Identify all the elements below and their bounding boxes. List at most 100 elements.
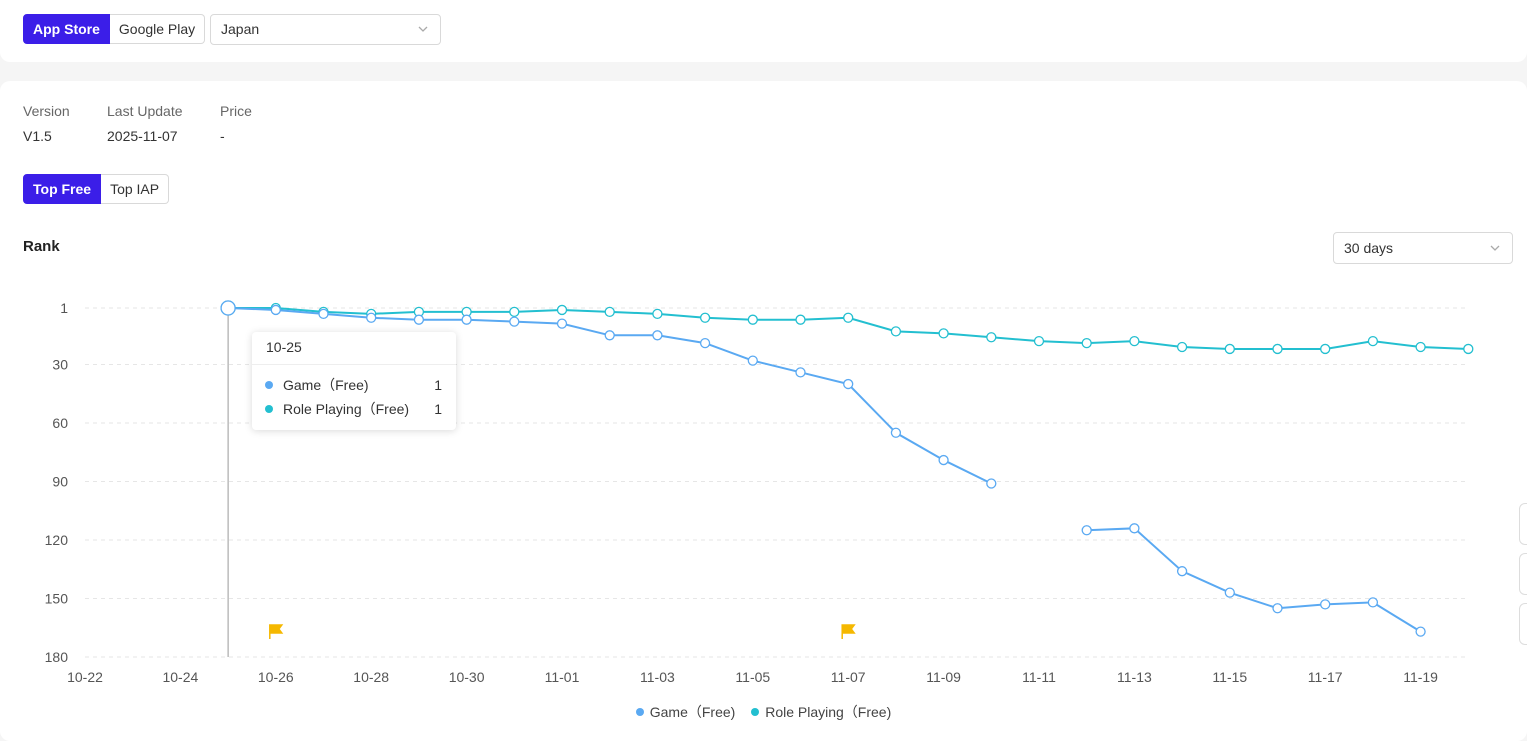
top-iap-tab[interactable]: Top IAP [101, 174, 170, 204]
x-tick-label: 11-13 [1117, 669, 1152, 685]
side-panel-tab[interactable] [1519, 553, 1527, 595]
role-playing-data-point [1415, 341, 1426, 353]
x-tick-label: 11-19 [1403, 669, 1438, 685]
game-data-point [220, 300, 236, 316]
x-tick-label: 11-17 [1308, 669, 1343, 685]
role-playing-data-point [1224, 343, 1235, 355]
store-toggle: App Store Google Play [23, 14, 206, 44]
y-tick-label: 30 [52, 357, 68, 373]
last-update-info: Last Update 2025-11-07 [107, 103, 183, 144]
game-data-point [509, 316, 520, 327]
role-playing-data-point [890, 326, 902, 337]
game-data-point [843, 378, 854, 390]
role-playing-data-point [1367, 335, 1379, 347]
game-data-point [747, 355, 758, 366]
legend-dot-role-playing [751, 708, 760, 716]
game-data-point [270, 304, 281, 316]
legend-label-role-playing: Role Playing（Free) [765, 704, 892, 720]
date-range-select[interactable]: 30 days [1333, 232, 1513, 264]
game-data-point [1367, 597, 1379, 608]
price-info: Price - [220, 103, 252, 144]
chevron-down-icon [1490, 245, 1500, 251]
side-panel-tab[interactable] [1519, 503, 1527, 545]
role-playing-data-point [1033, 335, 1045, 347]
role-playing-data-point [938, 328, 949, 339]
price-value: - [220, 128, 225, 144]
role-playing-data-point [509, 306, 520, 318]
role-playing-data-point [556, 304, 568, 316]
tooltip-series-name: Game（Free) [283, 377, 369, 393]
x-tick-label: 10-28 [353, 669, 389, 685]
game-data-point [1129, 523, 1140, 534]
role-playing-data-point [1176, 341, 1188, 353]
game-data-point [1176, 566, 1188, 577]
legend-item-game[interactable]: Game（Free) [635, 702, 736, 722]
x-tick-label: 11-15 [1212, 669, 1247, 685]
role-playing-data-point [1129, 335, 1140, 347]
x-tick-label: 11-05 [735, 669, 770, 685]
game-data-point [604, 330, 615, 341]
chart-legend: Game（Free) Role Playing（Free) [0, 702, 1527, 722]
role-playing-series-dot [265, 405, 273, 413]
role-playing-data-point [1272, 343, 1283, 355]
game-data-point [1320, 599, 1331, 610]
last-update-value: 2025-11-07 [107, 128, 178, 144]
chart-tooltip: 10-25 Game（Free) 1 Role Playing（Free) 1 [252, 332, 456, 430]
version-value: V1.5 [23, 128, 52, 144]
y-tick-label: 1 [60, 300, 68, 316]
game-data-point [1415, 626, 1426, 637]
role-playing-data-point [1463, 343, 1474, 355]
game-data-point [1272, 603, 1283, 614]
game-data-point [366, 312, 377, 323]
x-tick-label: 10-30 [449, 669, 485, 685]
x-tick-label: 11-03 [640, 669, 675, 685]
game-data-point [986, 478, 997, 489]
google-play-tab[interactable]: Google Play [109, 14, 206, 44]
flag-icon [269, 624, 284, 639]
x-tick-label: 10-26 [258, 669, 294, 685]
chart-title: Rank [23, 238, 60, 255]
tooltip-series-value: 1 [434, 401, 442, 417]
version-info: Version V1.5 [23, 103, 70, 144]
app-store-tab[interactable]: App Store [23, 14, 110, 44]
x-tick-label: 10-22 [67, 669, 103, 685]
legend-dot-game [635, 708, 644, 716]
role-playing-data-point [699, 312, 711, 323]
flag-icon [841, 624, 856, 639]
role-playing-data-point [652, 308, 663, 319]
chevron-down-icon [418, 26, 428, 32]
role-playing-data-point [1081, 337, 1092, 349]
y-tick-label: 60 [52, 415, 68, 431]
game-series-dot [265, 381, 273, 389]
game-data-point [699, 337, 711, 349]
price-label: Price [220, 103, 252, 119]
game-data-point [652, 330, 663, 341]
game-data-point [938, 454, 949, 466]
game-data-point [461, 314, 472, 325]
y-tick-label: 90 [52, 474, 68, 490]
date-range-value: 30 days [1344, 240, 1394, 256]
x-tick-label: 11-01 [545, 669, 580, 685]
game-data-point [1081, 525, 1092, 536]
role-playing-data-point [747, 314, 758, 325]
y-tick-label: 180 [45, 649, 69, 665]
game-data-point [556, 318, 568, 329]
tooltip-row-game: Game（Free) 1 [252, 373, 456, 397]
game-data-point [1224, 587, 1235, 598]
tooltip-date: 10-25 [252, 332, 456, 365]
top-free-tab[interactable]: Top Free [23, 174, 102, 204]
game-data-point [795, 367, 806, 378]
side-panel-tab[interactable] [1519, 603, 1527, 645]
role-playing-data-point [986, 332, 997, 343]
role-playing-data-point [1320, 343, 1331, 355]
x-tick-label: 11-09 [926, 669, 961, 685]
tooltip-series-name: Role Playing（Free) [283, 401, 410, 417]
legend-item-role-playing[interactable]: Role Playing（Free) [751, 702, 891, 722]
game-data-point [318, 308, 329, 319]
legend-label-game: Game（Free) [649, 704, 736, 720]
version-label: Version [23, 103, 70, 119]
country-select[interactable]: Japan [210, 14, 441, 45]
store-filter-bar: App Store Google Play Japan [0, 0, 1527, 62]
x-tick-label: 10-24 [162, 669, 198, 685]
